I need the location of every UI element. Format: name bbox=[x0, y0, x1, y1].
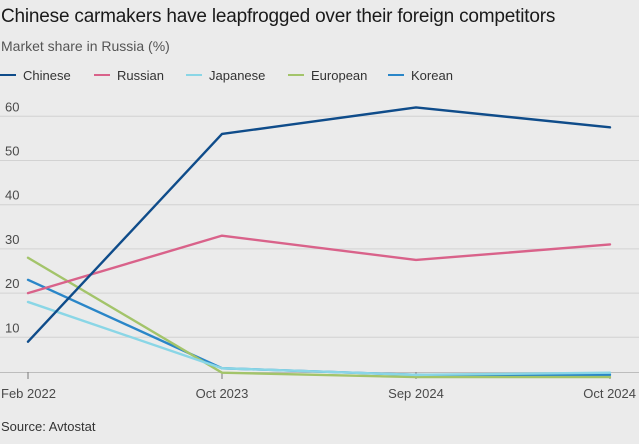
legend-item-chinese: Chinese bbox=[0, 66, 71, 84]
series-line-european bbox=[26, 256, 612, 379]
y-tick-label-50: 50 bbox=[5, 144, 19, 159]
legend: Chinese Russian Japanese European Korean bbox=[0, 66, 639, 84]
legend-label-korean: Korean bbox=[411, 67, 453, 83]
legend-item-korean: Korean bbox=[388, 66, 453, 84]
y-tick-label-40: 40 bbox=[5, 188, 19, 203]
chart-subtitle: Market share in Russia (%) bbox=[1, 38, 170, 54]
legend-label-russian: Russian bbox=[117, 67, 164, 83]
chart-source: Source: Avtostat bbox=[1, 419, 96, 434]
legend-item-russian: Russian bbox=[94, 66, 164, 84]
y-tick-label-20: 20 bbox=[5, 276, 19, 291]
y-tick-label-10: 10 bbox=[5, 320, 19, 335]
legend-item-japanese: Japanese bbox=[186, 66, 265, 84]
x-tick-label-2: Sep 2024 bbox=[388, 386, 444, 401]
y-tick-label-30: 30 bbox=[5, 232, 19, 247]
legend-swatch-russian bbox=[94, 74, 110, 76]
series-line-chinese bbox=[26, 106, 612, 343]
x-tick-label-0: Feb 2022 bbox=[1, 386, 56, 401]
legend-swatch-european bbox=[288, 74, 304, 76]
x-tick-label-1: Oct 2023 bbox=[196, 386, 249, 401]
legend-label-chinese: Chinese bbox=[23, 67, 71, 83]
legend-swatch-japanese bbox=[186, 74, 202, 76]
series-line-russian bbox=[26, 234, 612, 295]
legend-item-european: European bbox=[288, 66, 367, 84]
legend-swatch-chinese bbox=[0, 74, 16, 76]
series-line-japanese bbox=[26, 300, 612, 377]
series-line-korean bbox=[26, 278, 612, 377]
legend-label-japanese: Japanese bbox=[209, 67, 266, 83]
legend-swatch-korean bbox=[388, 74, 404, 76]
x-tick-label-3: Oct 2024 bbox=[583, 386, 636, 401]
legend-label-european: European bbox=[311, 67, 368, 83]
y-tick-label-60: 60 bbox=[5, 99, 19, 114]
chart-title: Chinese carmakers have leapfrogged over … bbox=[1, 6, 556, 27]
